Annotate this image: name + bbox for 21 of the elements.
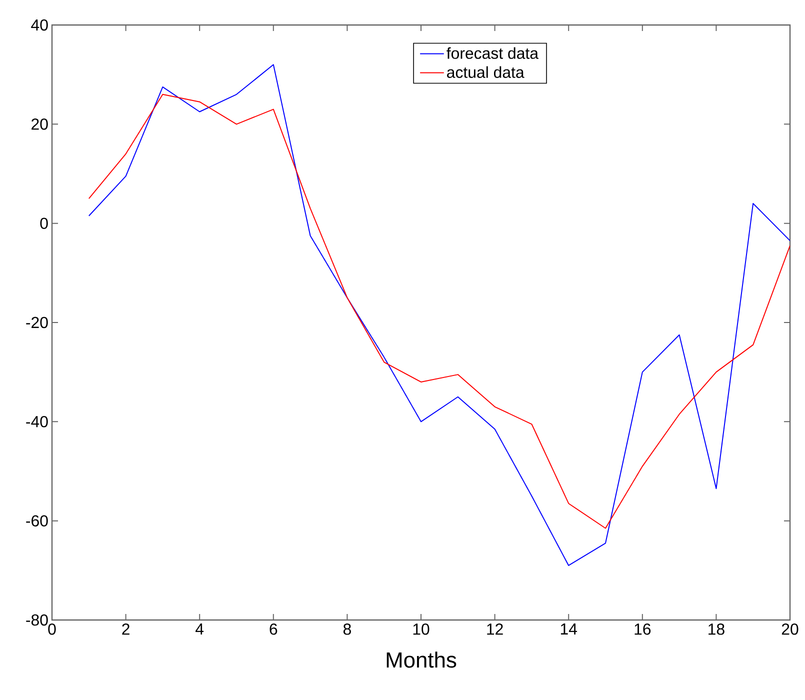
- legend-label: forecast data: [446, 47, 538, 59]
- x-tick-label: 2: [122, 624, 130, 635]
- x-tick-label: 20: [782, 624, 798, 635]
- y-tick-label: -40: [26, 416, 48, 428]
- legend-label: actual data: [447, 66, 524, 78]
- y-tick-label: 0: [40, 218, 48, 229]
- x-axis-title: Months: [386, 652, 456, 668]
- y-tick-label: -20: [26, 316, 48, 328]
- x-tick-label: 14: [560, 624, 577, 634]
- y-tick-label: -60: [26, 515, 48, 526]
- x-tick-label: 6: [270, 624, 278, 635]
- x-tick-label: 8: [343, 624, 351, 635]
- x-tick-label: 16: [634, 624, 651, 635]
- x-tick-label: 4: [196, 624, 204, 634]
- x-tick-label: 10: [413, 624, 430, 635]
- x-tick-label: 12: [487, 624, 503, 635]
- y-tick-label: 20: [32, 118, 48, 130]
- x-tick-label: 0: [48, 624, 56, 635]
- y-tick-label: -80: [26, 614, 48, 626]
- x-tick-label: 18: [708, 624, 724, 635]
- y-tick-label: 40: [31, 19, 48, 31]
